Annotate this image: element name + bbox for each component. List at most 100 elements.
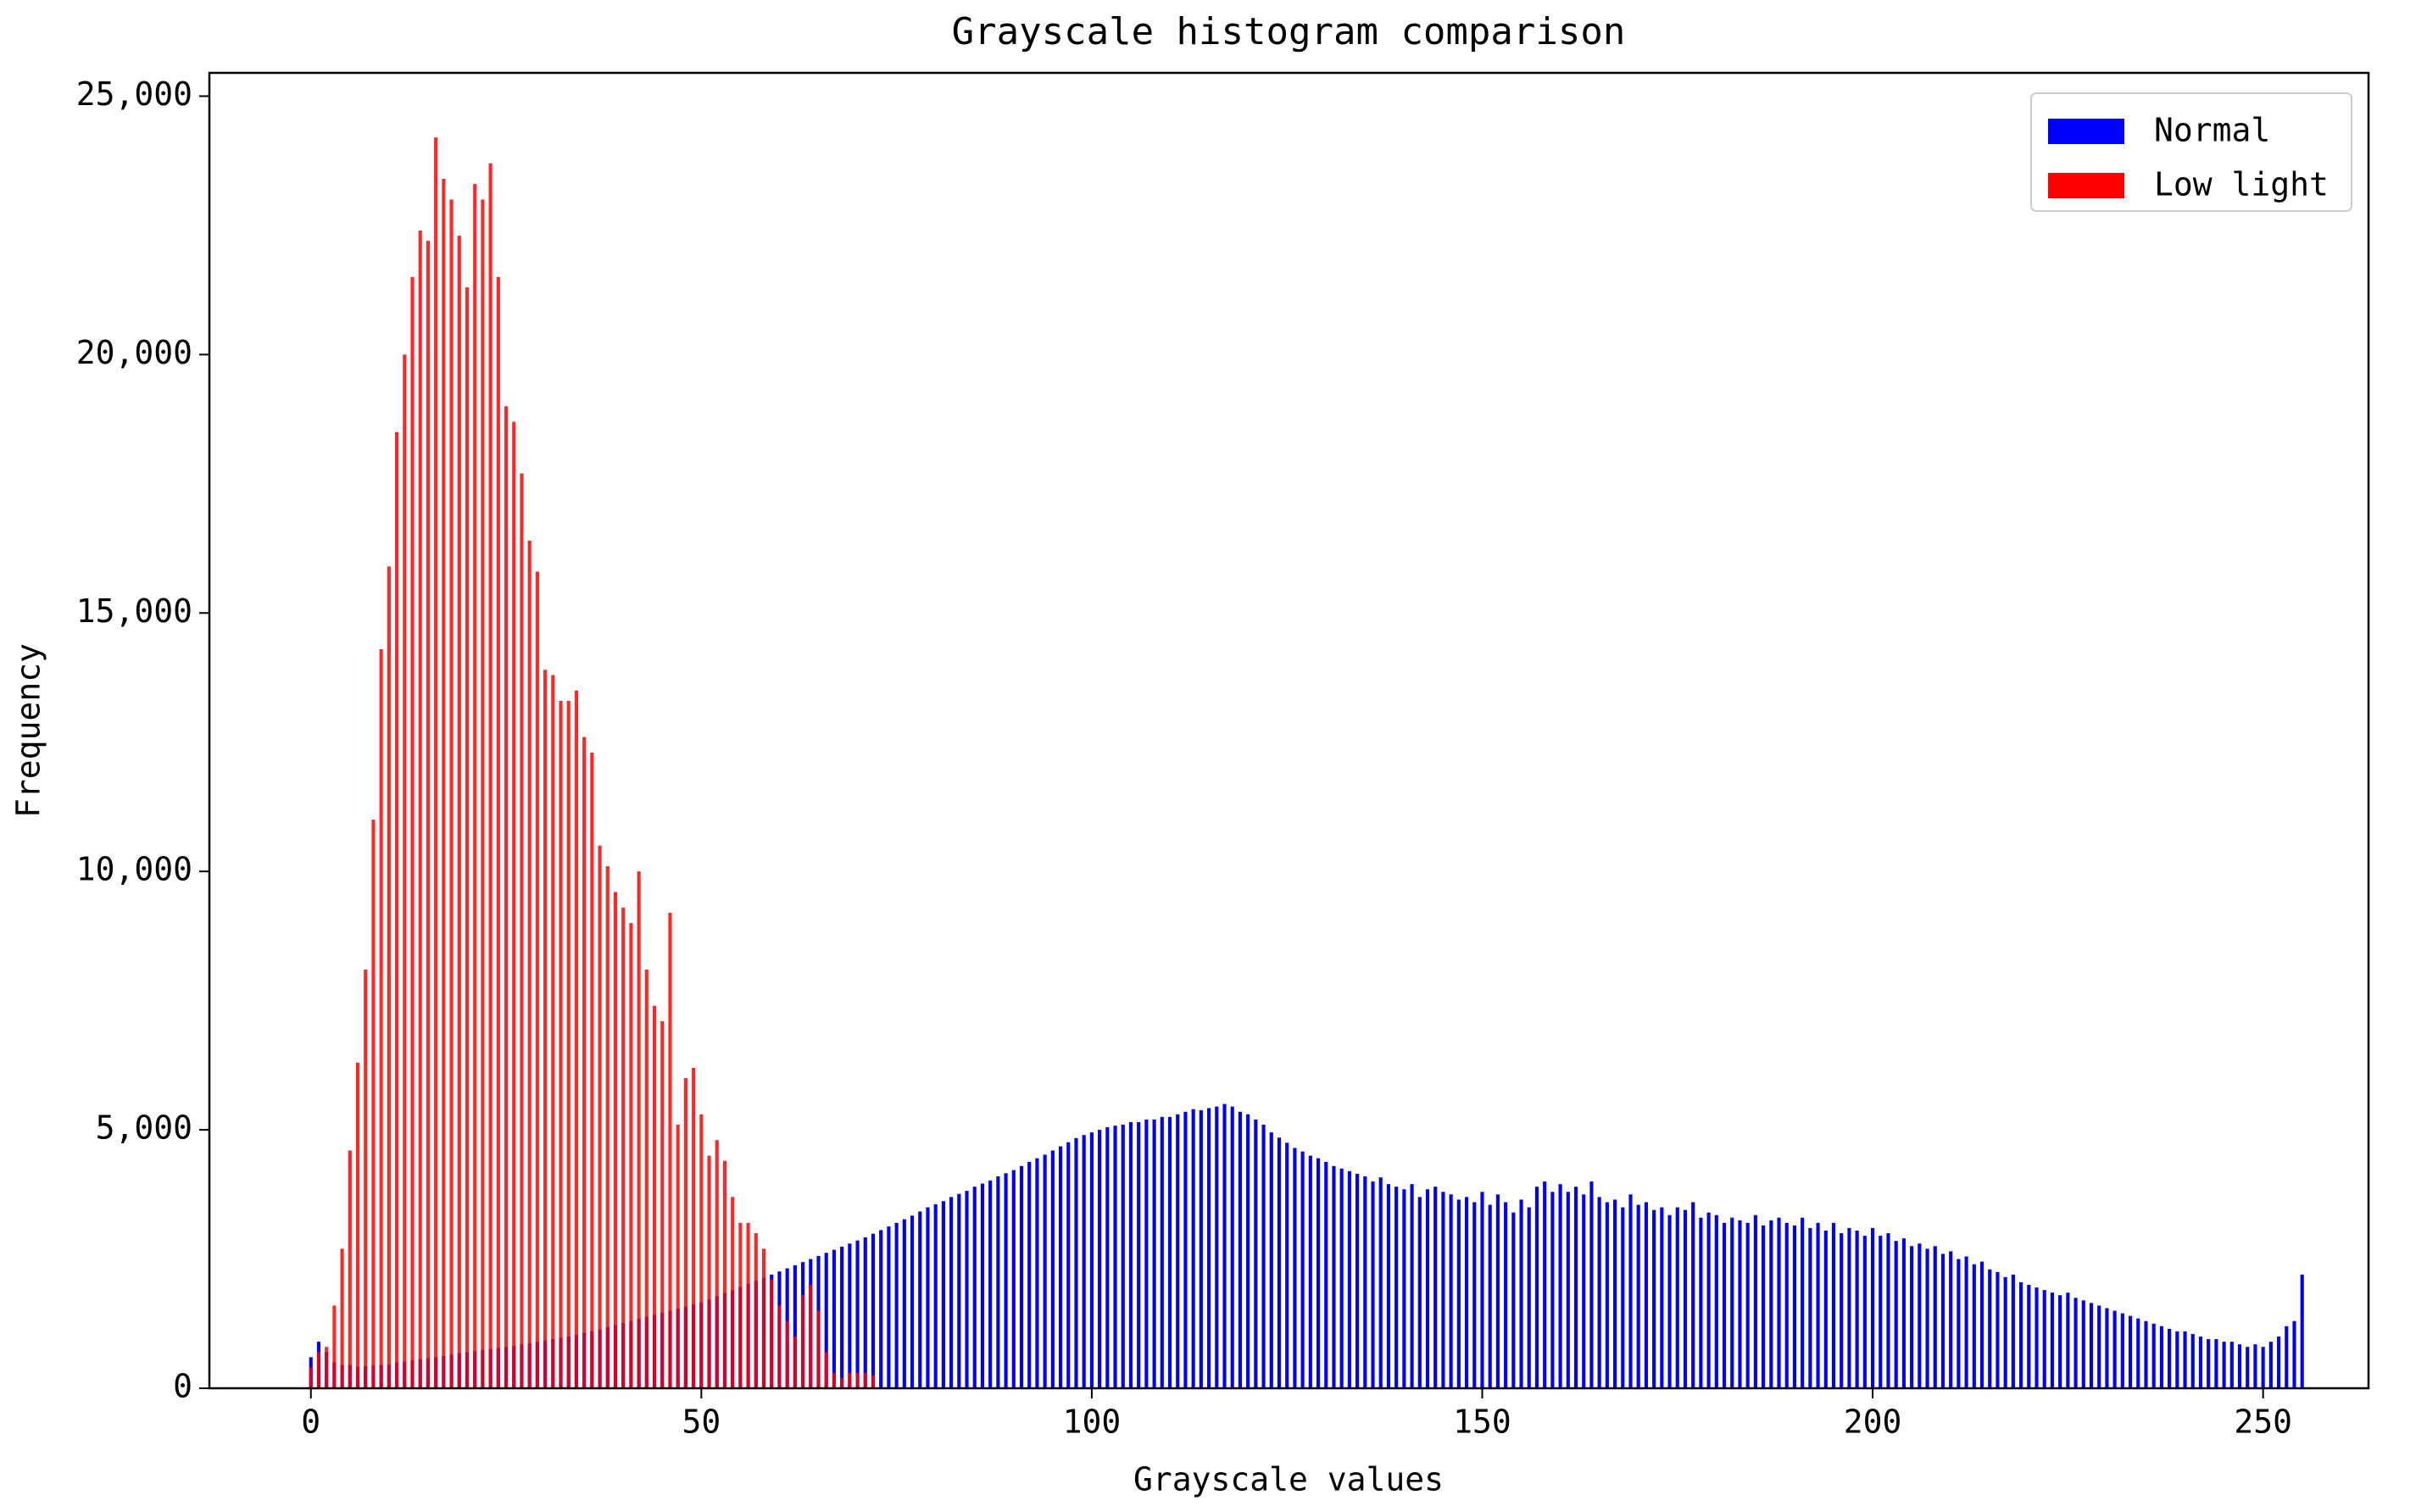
bar (996, 1176, 1000, 1388)
bar (2292, 1320, 2296, 1388)
bar (504, 406, 509, 1389)
bar (668, 912, 672, 1388)
bar (371, 820, 376, 1388)
bar (496, 276, 500, 1389)
bar (488, 163, 493, 1389)
bar (395, 431, 399, 1388)
bar (1730, 1217, 1734, 1388)
bar (2042, 1290, 2046, 1388)
bar (1472, 1202, 1477, 1388)
bar (1464, 1197, 1469, 1388)
bar (2081, 1300, 2085, 1388)
bar (1519, 1199, 1523, 1388)
bar (1058, 1146, 1063, 1388)
bar (1831, 1222, 1836, 1388)
bar (1011, 1170, 1016, 1388)
bar (1113, 1126, 1117, 1388)
bar (559, 700, 563, 1388)
bar (1425, 1189, 1430, 1388)
bar (1949, 1251, 1953, 1388)
bar (1777, 1217, 1781, 1388)
bar (1823, 1231, 1828, 1388)
bar (707, 1155, 711, 1388)
bar (2276, 1337, 2281, 1388)
y-tick-label: 25,000 (76, 75, 192, 113)
bar (481, 199, 485, 1388)
bar (1543, 1181, 1547, 1388)
bar (364, 970, 368, 1388)
chart-title: Grayscale histogram comparison (952, 10, 1626, 53)
bar (1441, 1192, 1445, 1388)
bar (1745, 1222, 1750, 1388)
bar (1246, 1114, 1250, 1388)
bar (379, 648, 383, 1388)
bar (1636, 1204, 1640, 1388)
bar (1254, 1119, 1258, 1388)
bar (1050, 1150, 1055, 1388)
bar (512, 421, 516, 1389)
bar (1386, 1184, 1391, 1388)
bar (1870, 1227, 1875, 1388)
bar (855, 1240, 860, 1388)
bar (1261, 1124, 1266, 1388)
bar (1504, 1202, 1508, 1388)
bar (1183, 1111, 1188, 1388)
bar (2058, 1295, 2062, 1388)
y-tick-label: 5,000 (96, 1109, 192, 1147)
y-tick-label: 10,000 (76, 851, 192, 888)
bar (793, 1265, 797, 1388)
bar (566, 700, 571, 1388)
bar (1691, 1202, 1695, 1388)
bar (1738, 1220, 1742, 1388)
bar (1855, 1231, 1859, 1388)
bar (761, 1248, 766, 1388)
bar (2120, 1313, 2124, 1388)
bar (824, 1352, 828, 1388)
bar (403, 354, 407, 1388)
bar (1355, 1173, 1360, 1388)
bar (1847, 1227, 1851, 1388)
bar (941, 1201, 945, 1388)
y-tick-label: 20,000 (76, 334, 192, 371)
bar (1801, 1217, 1805, 1388)
bar (332, 1305, 337, 1388)
bar (2229, 1342, 2234, 1388)
bar (1004, 1173, 1008, 1388)
bar (2003, 1276, 2007, 1388)
bar (1105, 1127, 1110, 1388)
bar (863, 1372, 867, 1388)
bar (434, 137, 438, 1388)
bar (2144, 1320, 2148, 1388)
bar (2222, 1342, 2226, 1388)
bar (1308, 1155, 1312, 1388)
bar (1082, 1135, 1086, 1388)
bar (754, 1233, 758, 1388)
bar (840, 1377, 844, 1388)
bar (1363, 1176, 1367, 1388)
bar (1176, 1114, 1180, 1388)
bar (605, 866, 610, 1388)
bar (543, 670, 548, 1388)
bar (2253, 1344, 2257, 1388)
bar (949, 1197, 954, 1388)
bar (457, 236, 461, 1389)
y-tick-label: 15,000 (76, 592, 192, 630)
bar (746, 1222, 750, 1388)
bar (738, 1222, 743, 1388)
bar (527, 540, 532, 1388)
bar (1402, 1189, 1406, 1388)
bar (871, 1233, 876, 1388)
bar (1940, 1254, 1945, 1388)
bar (1339, 1168, 1344, 1388)
bar (1972, 1264, 1976, 1388)
bar (1027, 1161, 1032, 1388)
bar (676, 1124, 680, 1388)
bar (1582, 1194, 1586, 1388)
bar (980, 1183, 985, 1388)
bar (1957, 1259, 1961, 1388)
bar (520, 473, 524, 1388)
bar (972, 1187, 977, 1388)
bar (1925, 1248, 1929, 1388)
bar (1722, 1222, 1727, 1388)
bar (2175, 1331, 2179, 1388)
